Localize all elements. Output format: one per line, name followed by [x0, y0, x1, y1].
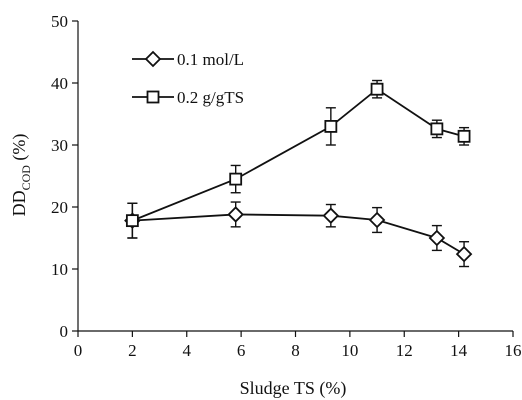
x-tick-label: 12	[396, 341, 413, 360]
x-tick-label: 16	[505, 341, 522, 360]
x-tick-label: 10	[341, 341, 358, 360]
y-tick-label: 10	[51, 260, 68, 279]
y-tick-label: 40	[51, 74, 68, 93]
x-tick-label: 4	[183, 341, 192, 360]
square-marker	[457, 129, 471, 143]
series-line	[132, 88, 465, 222]
diamond-marker	[368, 211, 386, 229]
x-axis-title: Sludge TS (%)	[240, 378, 347, 399]
square-marker	[125, 214, 139, 228]
legend-item-1: 0.1 mol/L	[132, 50, 244, 69]
diamond-marker	[144, 50, 162, 68]
diamond-marker	[227, 206, 244, 223]
axes: 0 10 20 30 40 50 0 2 4 6 8 10 12 14 16	[51, 12, 522, 360]
series-layer	[124, 79, 473, 268]
y-axis-title-unit: (%)	[9, 134, 30, 165]
x-tick-label: 14	[450, 341, 468, 360]
square-marker	[146, 90, 160, 104]
y-tick-label: 30	[51, 136, 68, 155]
legend-item-2: 0.2 g/gTS	[132, 88, 244, 107]
square-marker	[324, 120, 338, 133]
y-axis-title-main: DD	[9, 190, 29, 216]
y-axis-title-subscript: COD	[19, 165, 33, 191]
square-marker	[229, 172, 243, 186]
series-1	[124, 201, 473, 268]
series-line	[132, 213, 465, 255]
legend-label: 0.1 mol/L	[177, 50, 244, 69]
diamond-marker	[322, 207, 340, 224]
x-tick-label: 8	[291, 341, 300, 360]
diamond-marker	[455, 245, 473, 263]
x-tick-label: 6	[237, 341, 246, 360]
x-tick-label: 0	[74, 341, 83, 360]
legend: 0.1 mol/L 0.2 g/gTS	[132, 50, 244, 107]
y-axis-title: DDCOD (%)	[9, 134, 33, 217]
series-2	[125, 79, 471, 239]
y-tick-label: 50	[51, 12, 68, 31]
y-tick-label: 0	[60, 322, 69, 341]
square-marker	[430, 122, 444, 136]
square-marker	[370, 82, 384, 96]
x-tick-label: 2	[128, 341, 137, 360]
diamond-marker	[428, 229, 446, 247]
y-tick-label: 20	[51, 198, 68, 217]
legend-label: 0.2 g/gTS	[177, 88, 244, 107]
